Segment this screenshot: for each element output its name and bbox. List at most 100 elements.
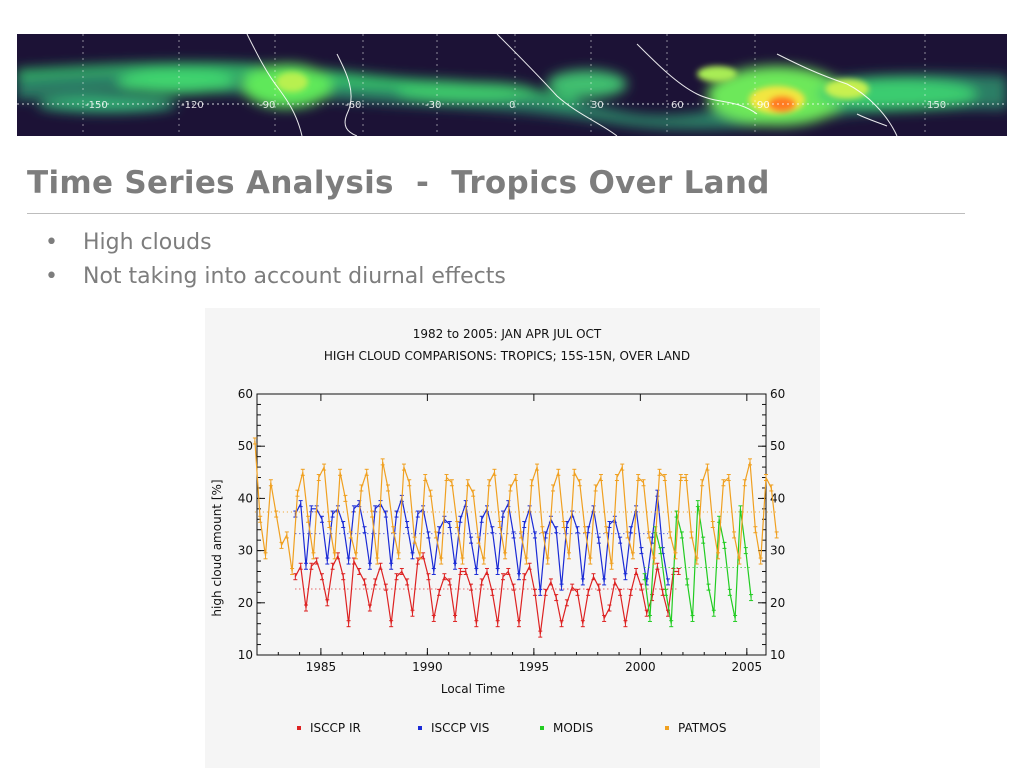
data-point <box>306 515 311 523</box>
data-point <box>407 479 412 487</box>
data-point <box>394 573 399 581</box>
data-point <box>586 588 591 596</box>
data-point <box>385 484 390 492</box>
data-point <box>580 620 585 628</box>
data-point <box>383 583 388 591</box>
data-point <box>726 474 731 482</box>
data-point <box>412 536 417 544</box>
data-point <box>373 578 378 586</box>
data-point <box>341 521 346 528</box>
data-point <box>570 583 575 591</box>
data-point <box>426 531 431 539</box>
data-point <box>500 573 505 581</box>
y-tick-label-right: 40 <box>770 491 785 505</box>
chart-title: 1982 to 2005: JAN APR JUL OCT <box>413 327 602 341</box>
data-point <box>252 437 257 445</box>
data-point <box>522 573 527 581</box>
data-point <box>327 521 332 528</box>
data-point <box>596 583 601 591</box>
y-tick-label: 50 <box>238 439 253 453</box>
data-point <box>284 531 289 539</box>
data-point <box>346 557 351 565</box>
data-point <box>551 484 556 492</box>
data-point <box>300 468 305 476</box>
data-point <box>660 588 665 596</box>
data-point <box>753 526 758 534</box>
data-point <box>341 573 346 581</box>
data-point <box>487 479 492 487</box>
data-point <box>710 521 715 528</box>
data-point <box>351 557 356 565</box>
data-point <box>370 510 375 518</box>
data-point <box>455 521 460 528</box>
data-point <box>625 531 630 539</box>
data-point <box>700 479 705 487</box>
data-point <box>588 557 593 565</box>
data-point <box>614 474 619 482</box>
data-point <box>623 573 628 581</box>
banner-lon-label: 150 <box>927 100 946 111</box>
banner-lon-label: 60 <box>671 100 684 111</box>
x-tick-label: 2005 <box>732 660 763 674</box>
data-point <box>612 578 617 586</box>
data-point <box>701 536 706 544</box>
bullet-item: Not taking into account diurnal effects <box>45 260 506 294</box>
data-point <box>742 479 747 487</box>
data-point <box>602 578 607 586</box>
banner-lon-label: 30 <box>591 100 604 111</box>
high-cloud-chart: 1982 to 2005: JAN APR JUL OCT HIGH CLOUD… <box>210 327 785 735</box>
data-point <box>391 526 396 534</box>
data-point <box>319 515 324 523</box>
x-axis-label: Local Time <box>441 682 505 696</box>
data-point <box>367 562 372 570</box>
data-point <box>639 583 644 591</box>
data-point <box>428 489 433 497</box>
data-point <box>503 552 508 560</box>
banner-lon-label: -90 <box>259 100 275 111</box>
data-point <box>738 505 743 513</box>
data-point <box>479 515 484 523</box>
data-point <box>506 567 511 575</box>
data-point <box>774 531 779 539</box>
legend-swatch <box>665 726 669 730</box>
data-point <box>330 562 335 570</box>
data-point <box>705 463 710 471</box>
data-point <box>405 521 410 528</box>
data-point <box>623 620 628 628</box>
data-point <box>263 552 268 560</box>
y-tick-label-right: 30 <box>770 544 785 558</box>
data-point <box>401 463 406 471</box>
data-point <box>727 588 732 596</box>
data-point <box>490 588 495 596</box>
data-point <box>431 614 436 622</box>
data-point <box>559 583 564 591</box>
data-point <box>481 557 486 565</box>
data-point <box>639 547 644 555</box>
legend-swatch <box>297 726 301 730</box>
data-point <box>575 526 580 534</box>
data-point <box>513 474 518 482</box>
data-point <box>479 578 484 586</box>
data-point <box>695 500 700 508</box>
data-point <box>602 614 607 622</box>
data-point <box>396 552 401 560</box>
data-point <box>628 588 633 596</box>
data-point <box>447 521 452 528</box>
data-point <box>721 479 726 487</box>
data-point <box>694 557 699 565</box>
data-point <box>508 484 513 492</box>
legend-swatch <box>418 726 422 730</box>
data-point <box>437 588 442 596</box>
data-point <box>458 567 463 575</box>
data-point <box>684 474 689 482</box>
data-point <box>737 557 742 565</box>
data-point <box>410 552 415 560</box>
legend-label: ISCCP VIS <box>431 721 489 735</box>
data-point <box>290 567 295 575</box>
banner-lon-label: -120 <box>181 100 204 111</box>
data-point <box>538 588 543 596</box>
data-point <box>630 552 635 560</box>
data-point <box>295 489 300 497</box>
data-point <box>511 531 516 539</box>
data-point <box>298 500 303 508</box>
